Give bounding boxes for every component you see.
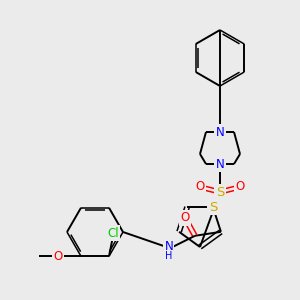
Text: N: N: [216, 125, 224, 139]
Text: O: O: [180, 211, 190, 224]
Text: H: H: [165, 251, 172, 261]
Text: S: S: [209, 201, 217, 214]
Text: O: O: [195, 181, 205, 194]
Text: N: N: [216, 158, 224, 170]
Text: S: S: [216, 185, 224, 199]
Text: Cl: Cl: [107, 227, 119, 240]
Text: O: O: [53, 250, 63, 263]
Text: O: O: [236, 181, 244, 194]
Text: N: N: [164, 240, 173, 253]
